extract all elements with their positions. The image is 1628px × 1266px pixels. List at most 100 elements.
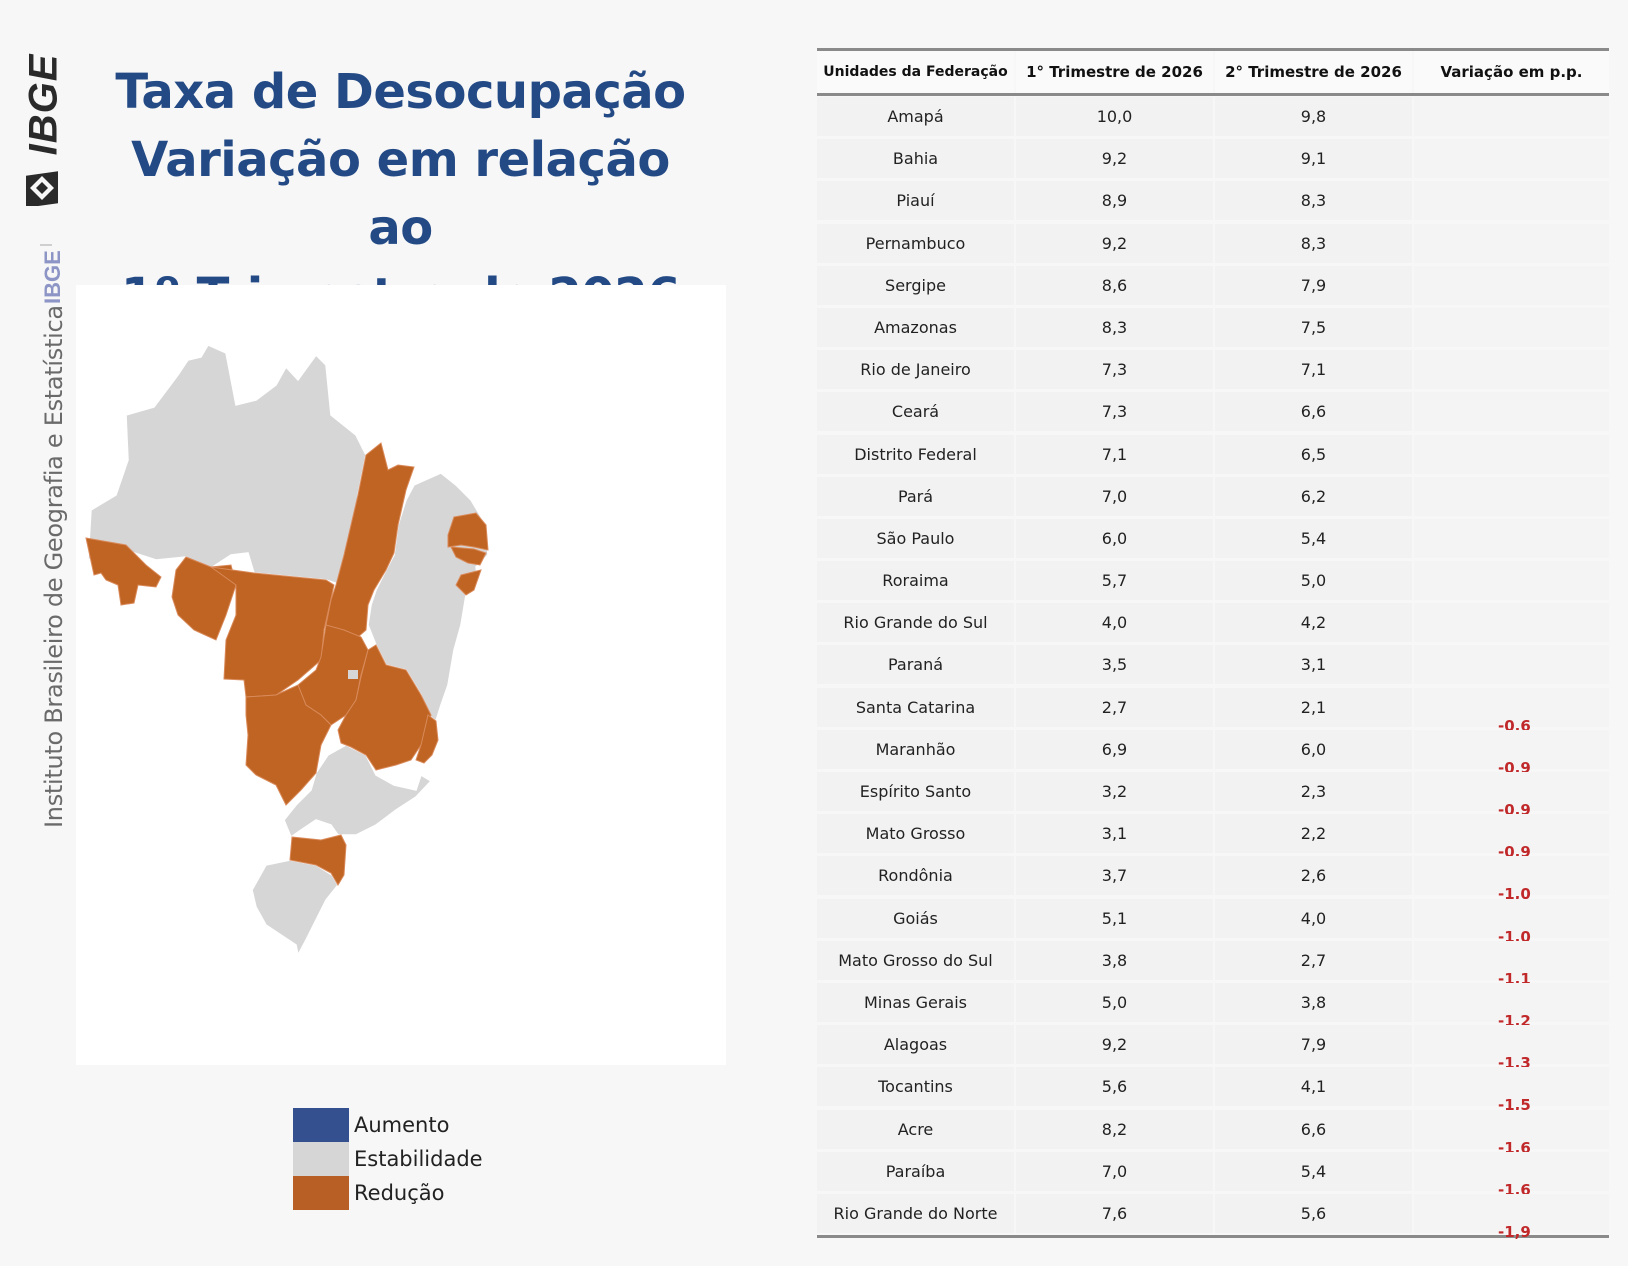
cell-t2: 7,9: [1215, 265, 1412, 305]
cell-t2: 6,2: [1215, 476, 1412, 516]
table-row: Rondônia 3,7 2,6 -1,0: [817, 855, 1609, 903]
cell-variacao: [1414, 307, 1609, 347]
region-rio-grande-do-norte: [447, 512, 489, 551]
cell-variacao: -0,9: [1414, 772, 1609, 819]
cell-t2: 6,5: [1215, 434, 1412, 474]
cell-t1: 5,6: [1016, 1067, 1213, 1107]
legend-item-estabilidade: Estabilidade: [293, 1142, 483, 1176]
ibge-logo: IBGE: [18, 50, 66, 220]
legend-swatch-aumento: [293, 1108, 349, 1142]
cell-variacao: -1,2: [1414, 982, 1609, 1030]
variacao-value: -1,9: [1498, 1222, 1531, 1241]
cell-variacao: [1414, 561, 1609, 601]
cell-variacao: -0,6: [1414, 687, 1609, 735]
cell-variacao: [1414, 645, 1609, 685]
cell-t1: 7,3: [1016, 350, 1213, 390]
table-row: Goiás 5,1 4,0 -1,0: [817, 898, 1609, 946]
table-row: Rio Grande do Norte 7,6 5,6 -1,9: [817, 1193, 1609, 1241]
legend-label: Aumento: [354, 1113, 450, 1137]
table-row: Amapá 10,0 9,8: [817, 96, 1609, 138]
cell-uf: Roraima: [817, 561, 1014, 601]
cell-t1: 2,7: [1016, 687, 1213, 727]
legend-label: Estabilidade: [354, 1147, 483, 1171]
cell-uf: Maranhão: [817, 729, 1014, 769]
cell-t1: 3,5: [1016, 645, 1213, 685]
cell-t2: 5,4: [1215, 518, 1412, 558]
cell-variacao: [1414, 265, 1609, 305]
header-variacao: Variação em p.p.: [1414, 51, 1609, 93]
cell-uf: Santa Catarina: [817, 687, 1014, 727]
region-distrito-federal: [348, 670, 358, 679]
cell-t2: 2,1: [1215, 687, 1412, 727]
cell-t1: 8,3: [1016, 307, 1213, 347]
cell-t2: 4,1: [1215, 1067, 1412, 1107]
cell-t1: 9,2: [1016, 1025, 1213, 1065]
cell-variacao: -1,0: [1414, 898, 1609, 946]
cell-t2: 6,0: [1215, 729, 1412, 769]
table-row: Tocantins 5,6 4,1 -1,5: [817, 1066, 1609, 1114]
data-table: Unidades da Federação 1° Trimestre de 20…: [817, 48, 1609, 1241]
brazil-map: [85, 344, 489, 958]
cell-uf: Tocantins: [817, 1067, 1014, 1107]
table-row: Espírito Santo 3,2 2,3 -0,9: [817, 771, 1609, 819]
cell-uf: Amapá: [817, 97, 1014, 136]
region-paraiba: [450, 546, 487, 566]
cell-t2: 5,4: [1215, 1151, 1412, 1191]
region-north: [87, 344, 367, 586]
legend-swatch-estabilidade: [293, 1142, 349, 1176]
cell-t1: 8,2: [1016, 1109, 1213, 1149]
cell-t2: 7,9: [1215, 1025, 1412, 1065]
table-row: Roraima 5,7 5,0: [817, 560, 1609, 602]
region-minas-gerais: [337, 644, 432, 771]
cell-variacao: -1,6: [1414, 1109, 1609, 1157]
cell-uf: Mato Grosso: [817, 814, 1014, 854]
cell-variacao: [1414, 223, 1609, 263]
cell-uf: São Paulo: [817, 518, 1014, 558]
cell-uf: Pernambuco: [817, 223, 1014, 263]
cell-t1: 6,9: [1016, 729, 1213, 769]
map-legend: Aumento Estabilidade Redução: [293, 1108, 483, 1210]
header-t2: 2° Trimestre de 2026: [1215, 51, 1412, 93]
table-row: Bahia 9,2 9,1: [817, 138, 1609, 180]
cell-uf: Piauí: [817, 181, 1014, 221]
cell-variacao: -1,5: [1414, 1067, 1609, 1114]
cell-uf: Espírito Santo: [817, 772, 1014, 811]
cell-t1: 3,2: [1016, 772, 1213, 811]
title-line-2: Variação em relação ao: [131, 132, 670, 256]
region-goias: [297, 624, 369, 726]
cell-t1: 5,0: [1016, 982, 1213, 1022]
region-tocantins-maranhao: [325, 442, 415, 638]
cell-variacao: [1414, 181, 1609, 221]
table-row: Paraíba 7,0 5,4 -1,6: [817, 1151, 1609, 1199]
cell-variacao: -1,0: [1414, 856, 1609, 903]
table-body: Amapá 10,0 9,8 Bahia 9,2 9,1 Piauí 8,9 8,3 Pernam…: [817, 96, 1609, 1241]
side-ibge-label: IBGE: [40, 250, 65, 304]
cell-t2: 2,7: [1215, 940, 1412, 980]
cell-t2: 5,6: [1215, 1193, 1412, 1233]
cell-variacao: -0,9: [1414, 729, 1609, 777]
region-acre: [85, 537, 162, 606]
cell-uf: Paraíba: [817, 1151, 1014, 1191]
cell-t2: 8,3: [1215, 181, 1412, 221]
region-alagoas: [455, 569, 482, 596]
cell-variacao: [1414, 97, 1609, 136]
region-rio-grande-do-sul: [251, 859, 339, 958]
ibge-logo-icon: [26, 171, 58, 206]
cell-t2: 4,0: [1215, 898, 1412, 938]
cell-t2: 8,3: [1215, 223, 1412, 263]
table-row: Rio de Janeiro 7,3 7,1: [817, 349, 1609, 391]
cell-variacao: [1414, 434, 1609, 474]
region-southeast: [283, 744, 433, 839]
cell-t2: 3,8: [1215, 982, 1412, 1022]
cell-t1: 6,0: [1016, 518, 1213, 558]
table-row: Maranhão 6,9 6,0 -0,9: [817, 729, 1609, 777]
cell-t1: 5,1: [1016, 898, 1213, 938]
table-row: Mato Grosso do Sul 3,8 2,7 -1,1: [817, 940, 1609, 988]
side-branding: IBGE IBGE Instituto Brasileiro de Geogra…: [0, 0, 80, 1266]
table-row: Rio Grande do Sul 4,0 4,2: [817, 602, 1609, 644]
ibge-logo-text: IBGE: [21, 53, 66, 156]
cell-t1: 7,0: [1016, 1151, 1213, 1191]
side-divider: [40, 244, 52, 246]
table-row: Amazonas 8,3 7,5: [817, 307, 1609, 349]
legend-label: Redução: [354, 1181, 445, 1205]
